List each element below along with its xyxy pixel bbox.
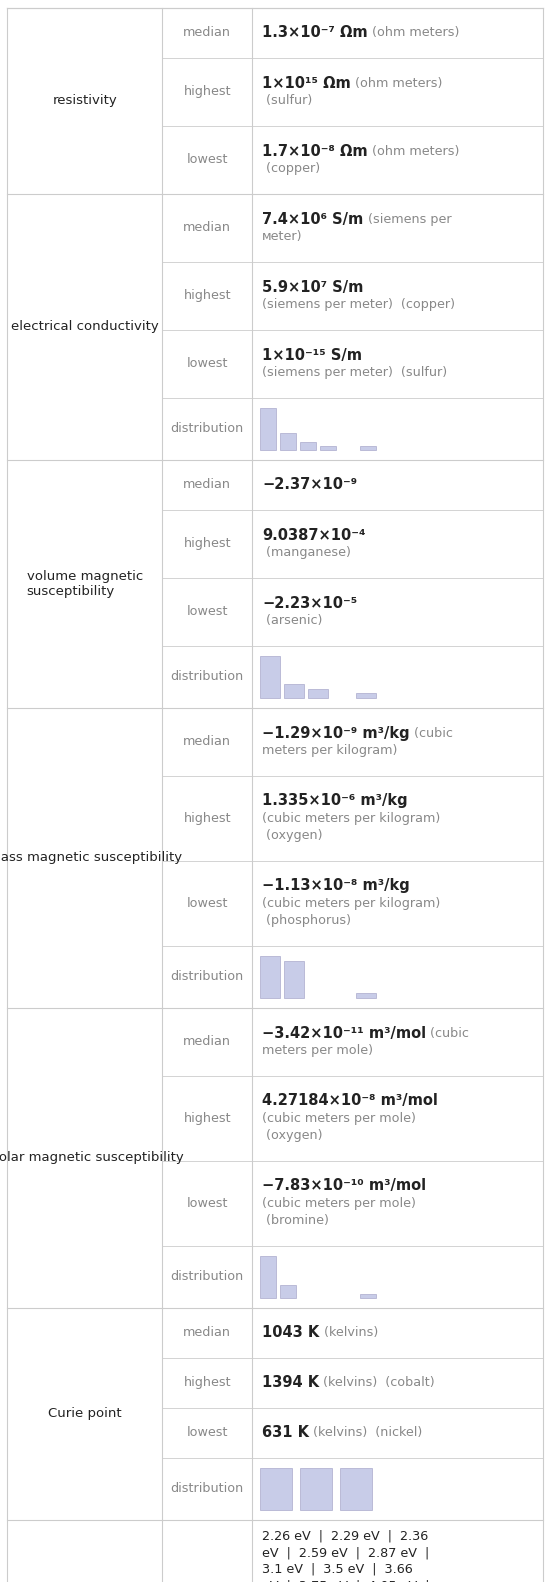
Bar <box>261 1468 292 1509</box>
Text: meters per mole): meters per mole) <box>262 1044 373 1057</box>
Text: highest: highest <box>184 812 231 824</box>
Text: (kelvins): (kelvins) <box>319 1326 378 1340</box>
Text: −1.13×10⁻⁸ m³/kg: −1.13×10⁻⁸ m³/kg <box>262 878 410 894</box>
Text: lowest: lowest <box>186 897 228 910</box>
Text: (manganese): (manganese) <box>262 546 351 558</box>
Text: distribution: distribution <box>171 1482 244 1495</box>
Text: median: median <box>183 1326 232 1340</box>
Text: distribution: distribution <box>171 970 244 984</box>
Bar <box>280 433 296 449</box>
Text: (bromine): (bromine) <box>262 1215 329 1228</box>
Text: −7.83×10⁻¹⁰ m³/mol: −7.83×10⁻¹⁰ m³/mol <box>262 1179 426 1193</box>
Text: lowest: lowest <box>186 1427 228 1440</box>
Text: (cubic: (cubic <box>410 726 453 740</box>
Text: median: median <box>183 1035 232 1049</box>
Text: (ohm meters): (ohm meters) <box>368 144 459 158</box>
Text: (kelvins)  (nickel): (kelvins) (nickel) <box>310 1427 422 1440</box>
Text: 4.27184×10⁻⁸ m³/mol: 4.27184×10⁻⁸ m³/mol <box>262 1093 438 1109</box>
Text: 1394 K: 1394 K <box>262 1375 319 1391</box>
Text: median: median <box>183 478 232 492</box>
Text: −2.23×10⁻⁵: −2.23×10⁻⁵ <box>262 596 358 611</box>
Text: 1043 K: 1043 K <box>262 1326 319 1340</box>
Text: (oxygen): (oxygen) <box>262 1130 323 1142</box>
Text: median: median <box>183 736 232 748</box>
Text: 1.3×10⁻⁷ Ωm: 1.3×10⁻⁷ Ωm <box>262 25 368 41</box>
Bar <box>360 446 377 449</box>
Text: volume magnetic
susceptibility: volume magnetic susceptibility <box>27 570 143 598</box>
Bar <box>284 683 304 698</box>
Text: lowest: lowest <box>186 153 228 166</box>
Text: (cubic meters per kilogram): (cubic meters per kilogram) <box>262 812 440 824</box>
Text: 7.4×10⁶ S/m: 7.4×10⁶ S/m <box>262 212 364 226</box>
Text: highest: highest <box>184 290 231 302</box>
Text: (phosphorus): (phosphorus) <box>262 914 352 927</box>
Text: highest: highest <box>184 1376 231 1389</box>
Text: electrical conductivity: electrical conductivity <box>11 321 159 334</box>
Text: 1×10⁻¹⁵ S/m: 1×10⁻¹⁵ S/m <box>262 348 362 362</box>
Text: −3.42×10⁻¹¹ m³/mol: −3.42×10⁻¹¹ m³/mol <box>262 1025 426 1041</box>
Text: (siemens per: (siemens per <box>364 212 451 226</box>
Text: median: median <box>183 221 232 234</box>
Text: mass magnetic susceptibility: mass magnetic susceptibility <box>0 851 182 864</box>
Bar <box>356 992 376 998</box>
Text: lowest: lowest <box>186 606 228 619</box>
Text: (ohm meters): (ohm meters) <box>351 76 443 90</box>
Bar <box>261 1256 276 1297</box>
Text: meters per kilogram): meters per kilogram) <box>262 744 398 758</box>
Text: 2.26 eV  |  2.29 eV  |  2.36
eV  |  2.59 eV  |  2.87 eV  |
3.1 eV  |  3.5 eV  | : 2.26 eV | 2.29 eV | 2.36 eV | 2.59 eV | … <box>262 1530 445 1582</box>
Text: −1.29×10⁻⁹ m³/kg: −1.29×10⁻⁹ m³/kg <box>262 726 410 740</box>
Text: (cubic meters per kilogram): (cubic meters per kilogram) <box>262 897 440 910</box>
Text: 5.9×10⁷ S/m: 5.9×10⁷ S/m <box>262 280 364 294</box>
Text: 1×10¹⁵ Ωm: 1×10¹⁵ Ωm <box>262 76 351 90</box>
Bar <box>360 1294 377 1297</box>
Text: (siemens per meter)  (sulfur): (siemens per meter) (sulfur) <box>262 365 447 380</box>
Text: −2.37×10⁻⁹: −2.37×10⁻⁹ <box>262 478 358 492</box>
Text: (copper): (copper) <box>262 163 320 176</box>
Text: highest: highest <box>184 538 231 551</box>
Bar <box>340 1468 372 1509</box>
Text: (arsenic): (arsenic) <box>262 614 323 626</box>
Text: distribution: distribution <box>171 671 244 683</box>
Text: 1.7×10⁻⁸ Ωm: 1.7×10⁻⁸ Ωm <box>262 144 368 158</box>
Bar <box>300 1468 332 1509</box>
Bar <box>300 441 316 449</box>
Text: distribution: distribution <box>171 1270 244 1283</box>
Text: median: median <box>183 27 232 40</box>
Text: 1.335×10⁻⁶ m³/kg: 1.335×10⁻⁶ m³/kg <box>262 794 408 808</box>
Bar <box>261 408 276 449</box>
Text: distribution: distribution <box>171 422 244 435</box>
Bar <box>261 956 280 998</box>
Text: (cubic meters per mole): (cubic meters per mole) <box>262 1112 416 1125</box>
Text: highest: highest <box>184 85 231 98</box>
Text: (kelvins)  (cobalt): (kelvins) (cobalt) <box>319 1376 435 1389</box>
Text: (oxygen): (oxygen) <box>262 829 323 842</box>
Text: (ohm meters): (ohm meters) <box>368 27 459 40</box>
Text: мeter): мeter) <box>262 229 303 244</box>
Text: Curie point: Curie point <box>48 1408 122 1421</box>
Text: molar magnetic susceptibility: molar magnetic susceptibility <box>0 1152 184 1164</box>
Bar <box>261 657 280 698</box>
Bar <box>280 1285 296 1297</box>
Bar <box>308 688 328 698</box>
Text: lowest: lowest <box>186 1198 228 1210</box>
Text: (sulfur): (sulfur) <box>262 95 313 108</box>
Bar <box>356 693 376 698</box>
Bar <box>284 962 304 998</box>
Text: (siemens per meter)  (copper): (siemens per meter) (copper) <box>262 297 455 312</box>
Bar <box>320 446 336 449</box>
Text: resistivity: resistivity <box>52 95 117 108</box>
Text: 631 K: 631 K <box>262 1425 310 1440</box>
Text: (cubic: (cubic <box>426 1027 469 1039</box>
Text: lowest: lowest <box>186 358 228 370</box>
Text: 9.0387×10⁻⁴: 9.0387×10⁻⁴ <box>262 528 366 543</box>
Text: (cubic meters per mole): (cubic meters per mole) <box>262 1198 416 1210</box>
Text: highest: highest <box>184 1112 231 1125</box>
